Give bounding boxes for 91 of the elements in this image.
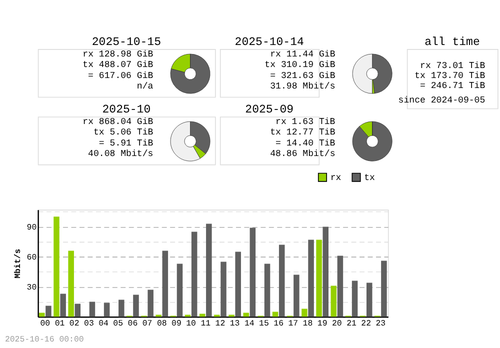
chart-title: 2025-09 (245, 103, 294, 116)
y-axis-title: Mbit/s (14, 248, 24, 278)
bar (68, 250, 74, 317)
x-tick-label: 02 (69, 319, 80, 328)
text: 40.08 Mbit/s (88, 148, 154, 160)
legend-label: rx (330, 172, 342, 183)
x-tick-label: 23 (376, 319, 386, 328)
text: n/a (136, 80, 154, 92)
bar (54, 216, 60, 317)
x-tick-label: 17 (288, 319, 298, 328)
text: = 246.71 TiB (420, 80, 486, 91)
x-tick-label: 11 (200, 319, 211, 328)
text: tx 173.70 TiB (414, 70, 486, 81)
x-tick-label: 19 (317, 319, 328, 328)
text: = 617.06 GiB (88, 70, 154, 81)
x-tick-label: 00 (40, 319, 50, 328)
bar (381, 260, 387, 317)
donut-slice (352, 121, 392, 162)
x-tick-label: 10 (186, 319, 196, 328)
bar (89, 302, 96, 317)
bar (39, 312, 45, 317)
y-tick-label: 90 (26, 224, 37, 233)
bar (272, 312, 278, 317)
bar (104, 302, 110, 317)
bar (206, 224, 212, 317)
chart-title: 2025-10 (102, 103, 151, 116)
bar (308, 240, 314, 317)
text: 48.86 Mbit/s (270, 148, 336, 160)
x-tick-label: 08 (156, 319, 167, 328)
x-tick-label: 16 (274, 319, 284, 328)
y-tick-label: 60 (26, 254, 37, 263)
text: rx 1.63 TiB (276, 116, 336, 128)
bar (162, 250, 168, 317)
x-tick-label: 12 (215, 319, 226, 328)
text: all time (424, 36, 480, 49)
text: since 2024-09-05 (398, 94, 486, 106)
bar (278, 244, 285, 317)
legend-label: tx (364, 172, 375, 183)
bar (191, 232, 198, 317)
x-tick-label: 14 (244, 319, 254, 328)
bar (243, 312, 249, 317)
x-tick-label: 18 (302, 319, 313, 328)
x-tick-label: 04 (98, 319, 109, 328)
bar (322, 226, 328, 317)
bar (264, 264, 270, 317)
text: rx 868.04 GiB (82, 116, 154, 128)
text: 31.98 Mbit/s (270, 80, 336, 92)
chart-title: 2025-10-15 (92, 36, 162, 49)
x-tick-label: 15 (259, 319, 269, 328)
bar (176, 264, 183, 317)
y-tick-label: 30 (26, 284, 37, 293)
x-tick-label: 13 (230, 319, 240, 328)
bar (118, 300, 124, 317)
x-tick-label: 20 (332, 319, 342, 328)
text: tx 12.77 TiB (270, 126, 336, 138)
x-tick-label: 21 (346, 319, 356, 328)
bar (133, 294, 139, 317)
text: = 5.91 TiB (98, 137, 154, 148)
bar (199, 314, 206, 317)
bar (302, 308, 308, 317)
text: = 14.40 TiB (276, 137, 336, 148)
bar (220, 262, 226, 317)
x-tick-label: 05 (113, 319, 124, 328)
donut-slice (170, 54, 210, 94)
text: = 321.63 GiB (270, 70, 336, 81)
bar (316, 240, 322, 317)
x-tick-label: 07 (142, 319, 152, 328)
bar (46, 306, 52, 317)
bar (235, 252, 241, 317)
text: rx 73.01 TiB (420, 60, 486, 71)
bar (250, 228, 256, 317)
x-tick-label: 22 (361, 319, 372, 328)
bar (74, 304, 81, 317)
bar (294, 274, 300, 317)
text: 2025-10-16 00:00 (4, 335, 84, 344)
text: rx 128.98 GiB (82, 48, 154, 60)
x-tick-label: 06 (128, 319, 138, 328)
x-tick-label: 01 (54, 319, 65, 328)
bar (352, 280, 358, 317)
text: tx 310.19 GiB (264, 59, 336, 70)
bar (148, 290, 154, 317)
bar (60, 294, 66, 317)
text: rx 11.44 GiB (270, 48, 336, 60)
bar (366, 282, 372, 317)
chart-title: 2025-10-14 (234, 36, 304, 49)
text: tx 488.07 GiB (82, 59, 154, 70)
bar (337, 256, 344, 317)
x-tick-label: 03 (84, 319, 94, 328)
x-tick-label: 09 (172, 319, 182, 328)
text: tx 5.06 TiB (93, 126, 154, 138)
bar (330, 286, 337, 317)
